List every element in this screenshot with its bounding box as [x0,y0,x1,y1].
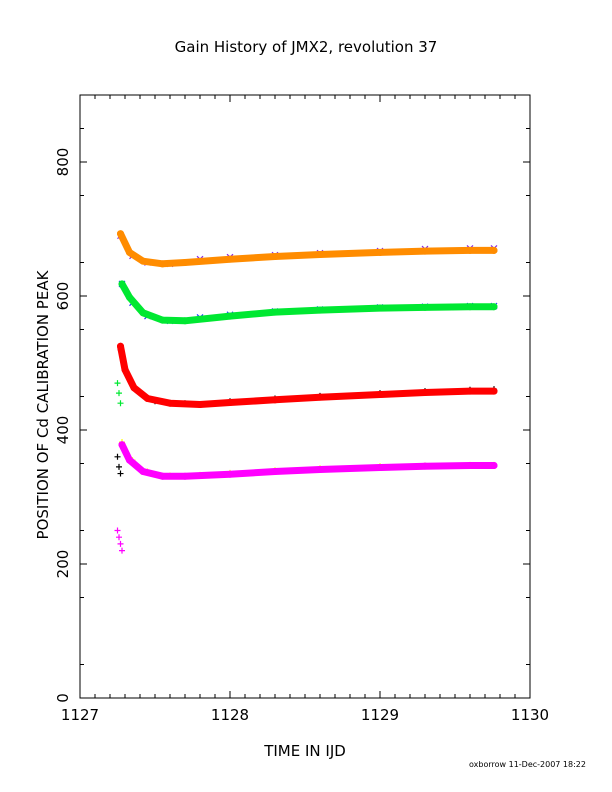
fit-line [118,441,498,480]
data-point [117,470,124,477]
data-point [116,534,122,541]
data-point [376,464,384,472]
y-tick-label: 200 [54,550,72,579]
series-3 [118,280,498,325]
data-point [159,260,166,268]
x-tick-label: 1127 [61,706,99,724]
chart-title: Gain History of JMX2, revolution 37 [175,38,438,56]
data-point [166,399,174,407]
data-point [421,388,429,396]
fit-line [117,342,498,408]
data-point [114,380,121,387]
data-marks [114,230,498,554]
data-point [159,316,166,324]
data-point [271,308,279,316]
data-point [119,547,125,554]
data-point [271,396,279,404]
data-point [117,230,124,238]
data-point [316,306,324,314]
data-point [376,248,384,256]
data-point [490,387,498,395]
data-point [116,390,122,397]
data-point [376,390,384,398]
data-point [126,456,133,464]
series-1 [117,230,498,268]
fit-line [117,230,498,268]
data-point [117,342,124,350]
x-tick-label: 1128 [211,706,249,724]
y-tick-label: 600 [54,282,72,311]
data-point [421,247,429,255]
data-point [316,250,324,258]
data-point [144,395,151,403]
data-point [226,470,234,478]
axis-ticks: 1127 1128 1129 1130 0 200 400 600 800 [54,95,549,724]
fit-line [118,280,498,325]
data-point [181,317,189,325]
series-5 [117,342,498,409]
data-point [226,399,234,407]
data-point [271,252,279,260]
x-tick-label: 1129 [361,706,399,724]
data-point [490,303,498,311]
data-point [490,462,498,470]
data-point [159,472,166,480]
data-point [316,393,324,401]
y-axis-label: POSITION OF Cd CALIBRATION PEAK [34,269,52,539]
data-point [114,527,121,534]
data-point [118,280,126,288]
data-point [466,387,474,395]
credit-line: oxborrow 11-Dec-2007 18:22 [469,760,586,769]
series-7 [118,441,498,480]
data-point [466,462,474,470]
data-point [114,453,121,460]
data-point [226,312,234,320]
data-point [130,384,138,392]
data-point [316,466,324,474]
data-point [126,293,133,301]
data-point [121,366,129,374]
data-point [466,303,474,311]
data-point [376,304,384,312]
data-point [116,463,122,470]
data-point [196,401,204,409]
data-point [466,246,474,254]
data-point [181,259,189,266]
data-point [226,255,234,263]
data-point [117,400,124,407]
data-point [117,540,124,547]
y-tick-label: 400 [54,416,72,445]
data-point [139,257,147,265]
data-point [118,441,126,449]
y-tick-label: 800 [54,148,72,177]
series-10 [114,453,124,477]
data-point [490,246,498,254]
x-axis-label: TIME IN IJD [263,742,346,760]
data-point [139,468,147,476]
data-point [271,468,279,476]
x-tick-label: 1130 [511,706,549,724]
data-point [181,472,189,480]
data-point [139,309,147,317]
series-9 [114,380,124,407]
data-point [421,462,429,470]
data-point [126,248,133,256]
data-point [421,303,429,311]
series-8 [114,527,125,554]
y-tick-label: 0 [54,693,72,703]
